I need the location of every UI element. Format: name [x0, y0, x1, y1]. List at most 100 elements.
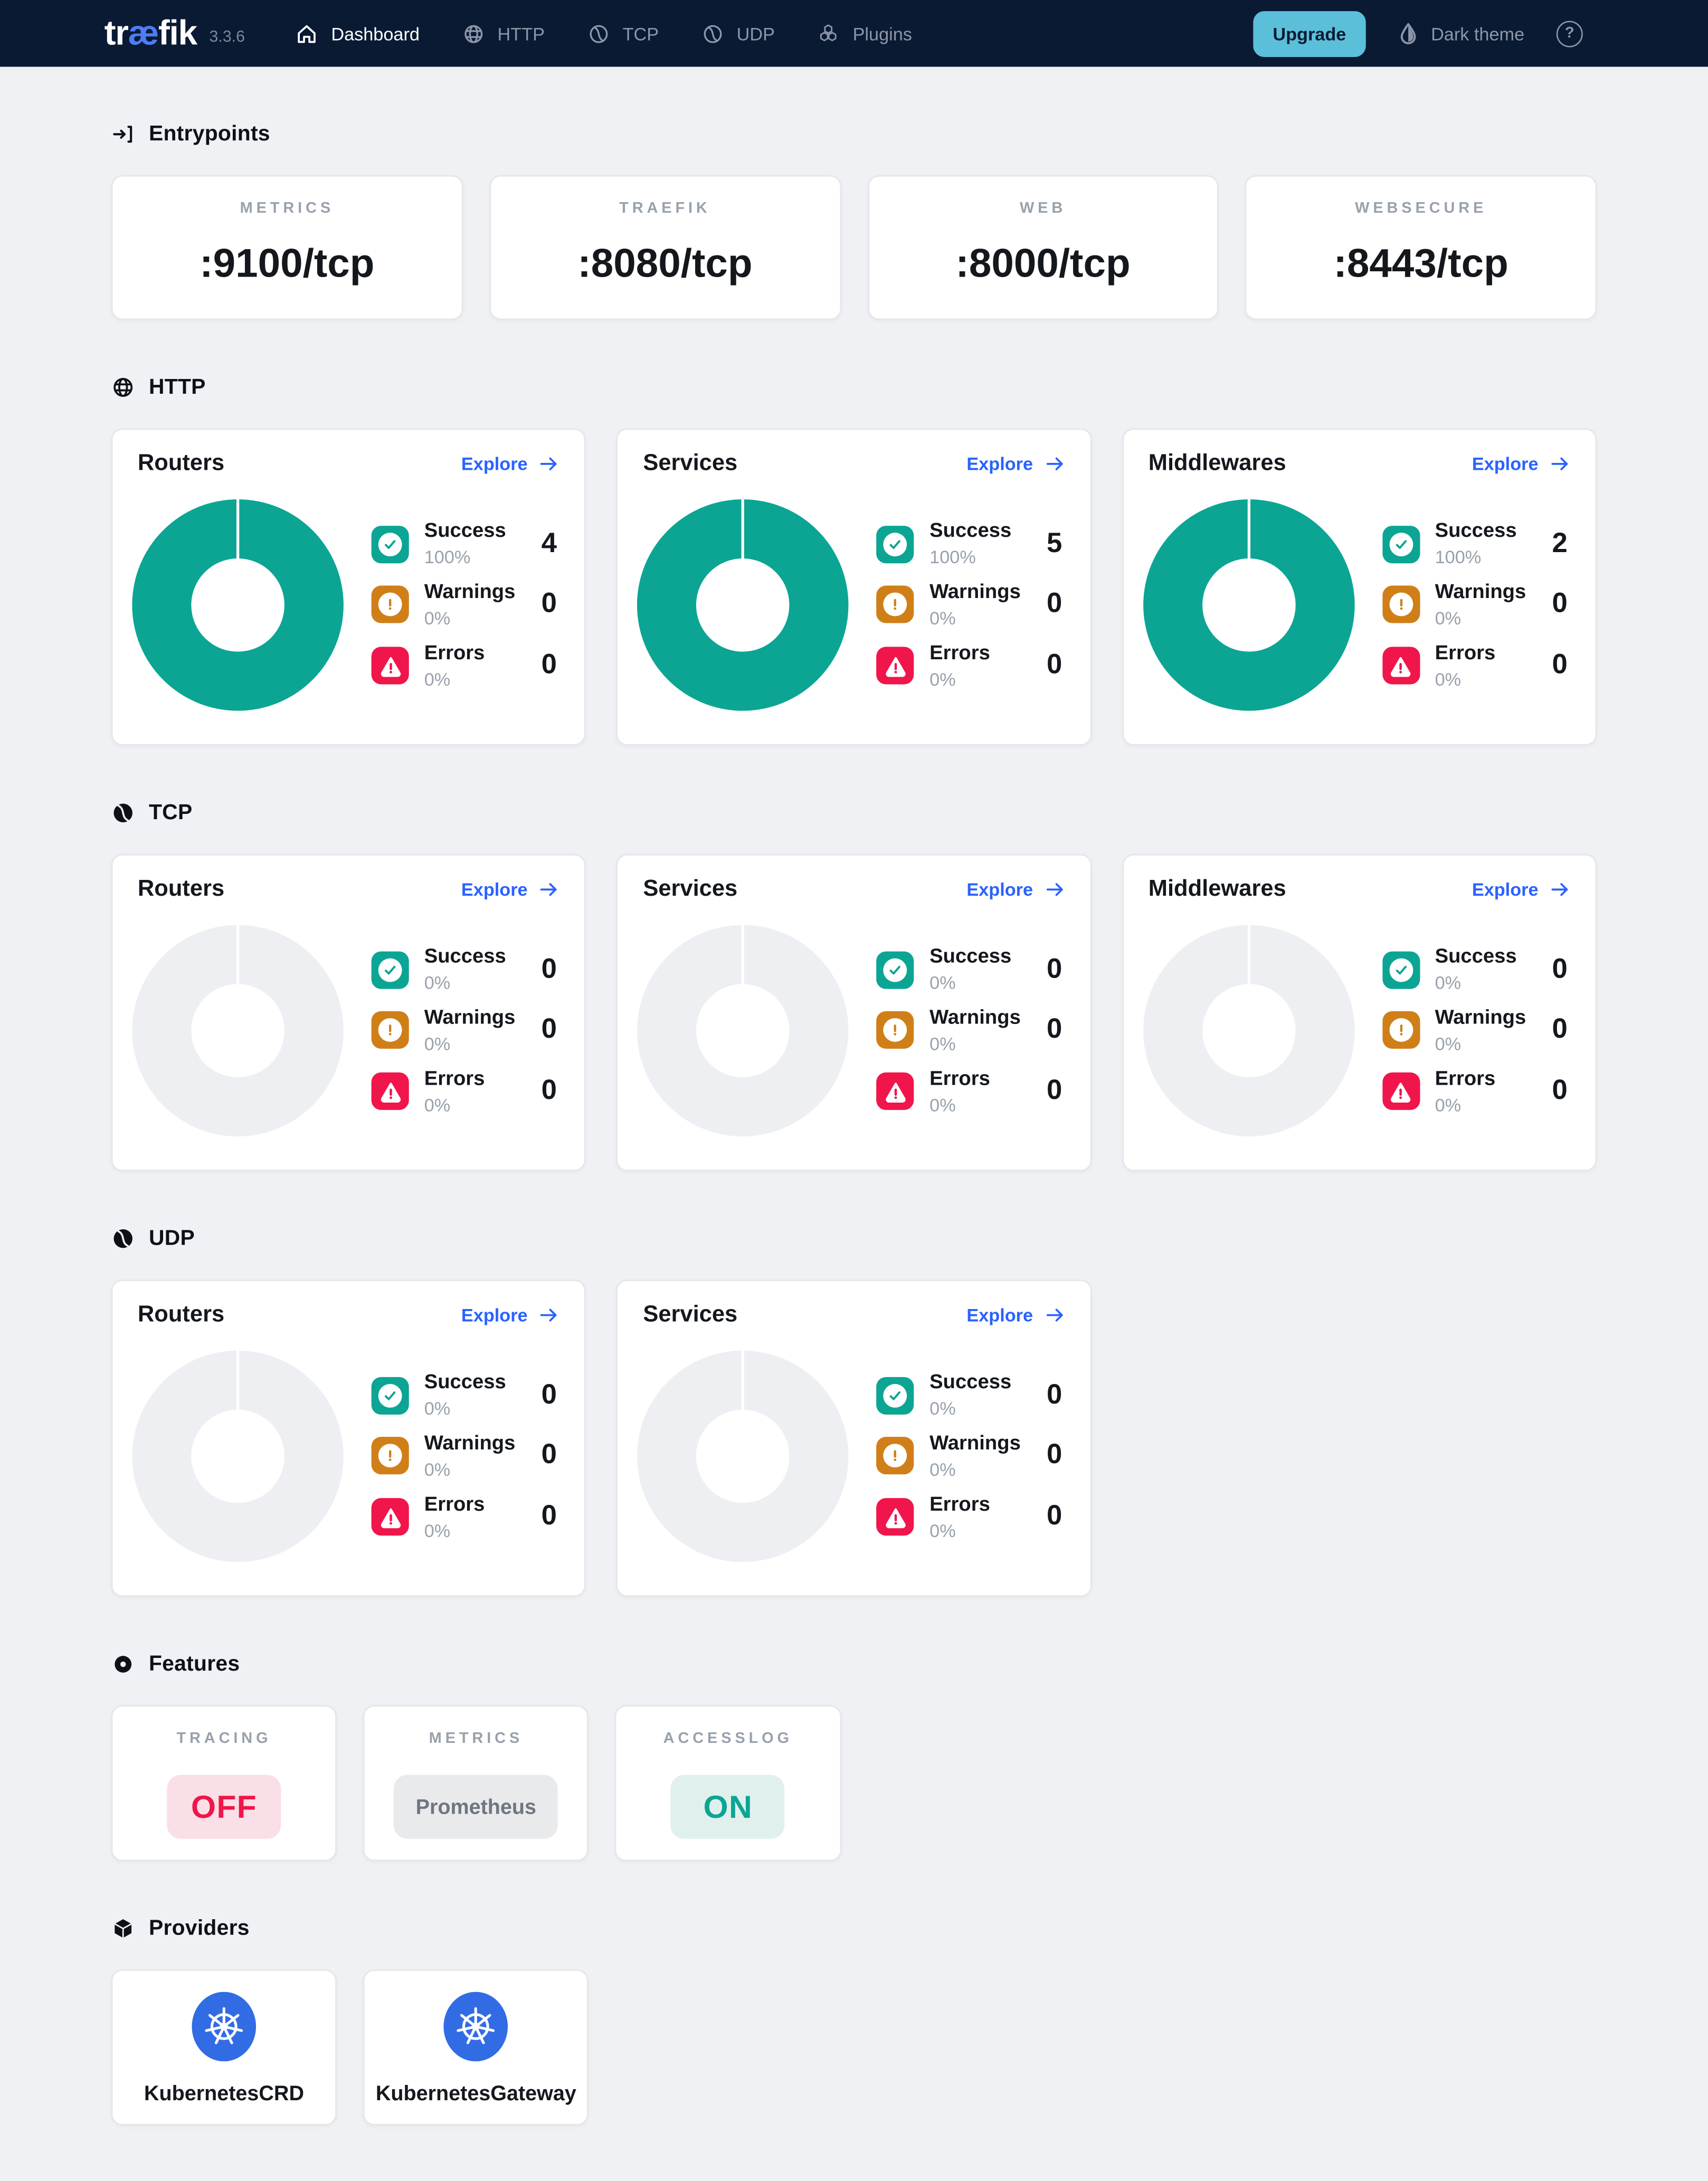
upgrade-button[interactable]: Upgrade: [1253, 10, 1366, 56]
arrow-right-icon: [1046, 1308, 1062, 1322]
globe-icon: [464, 24, 482, 43]
help-icon[interactable]: ?: [1556, 20, 1583, 47]
section-title: Entrypoints: [148, 121, 270, 146]
kubernetes-icon: [443, 1992, 509, 2062]
arrow-right-icon: [1046, 457, 1062, 470]
entrypoints-grid: METRICS :9100/tcp TRAEFIK :8080/tcp WEB …: [111, 175, 1597, 320]
arrow-right-icon: [540, 883, 557, 896]
entrypoint-port: :8443/tcp: [1333, 242, 1508, 287]
section-title: Features: [148, 1652, 240, 1676]
explore-label: Explore: [1472, 453, 1539, 475]
explore-link[interactable]: Explore: [461, 1303, 561, 1327]
legend-label: Errors: [424, 1493, 485, 1516]
legend-percent: 0%: [929, 608, 956, 629]
entrypoints-icon: [111, 122, 135, 146]
legend-percent: 0%: [424, 1398, 451, 1419]
version-label: 3.3.6: [209, 29, 245, 45]
legend-label: Success: [424, 946, 506, 969]
legend-value: 0: [541, 954, 557, 985]
stat-card-title: Services: [643, 1302, 738, 1327]
legend-label: Success: [1435, 520, 1517, 543]
legend-percent: 0%: [424, 1033, 451, 1055]
features-toggle-icon: [111, 1653, 135, 1676]
stat-card: Services Explore Success 0%: [616, 1279, 1092, 1597]
explore-link[interactable]: Explore: [461, 878, 561, 902]
explore-link[interactable]: Explore: [966, 452, 1066, 476]
features-grid: TRACING OFF METRICS Prometheus ACCESSLOG…: [111, 1705, 1597, 1861]
explore-link[interactable]: Explore: [1472, 878, 1572, 902]
legend-row-success: Success 0% 0: [371, 1372, 557, 1419]
nav-item[interactable]: UDP: [700, 22, 775, 45]
nav-item[interactable]: HTTP: [461, 22, 545, 45]
feature-card: ACCESSLOG ON: [615, 1705, 841, 1861]
legend-value: 0: [541, 1014, 557, 1046]
success-icon: [1382, 525, 1420, 563]
legend-percent: 0%: [929, 1398, 956, 1419]
nav-item[interactable]: TCP: [586, 22, 659, 45]
legend-row-errors: Errors 0% 0: [877, 642, 1062, 689]
donut-chart: [637, 925, 849, 1136]
nav-item-label: Plugins: [852, 23, 912, 44]
success-icon: [371, 951, 409, 989]
legend: Success 0% 0 Warnings 0% 0: [877, 946, 1062, 1115]
explore-link[interactable]: Explore: [966, 1303, 1066, 1327]
legend-row-warnings: Warnings 0% 0: [371, 1433, 557, 1480]
entrypoint-card: WEB :8000/tcp: [867, 175, 1219, 320]
legend-label: Success: [929, 946, 1012, 969]
arrow-right-icon: [1551, 457, 1568, 470]
explore-link[interactable]: Explore: [461, 452, 561, 476]
legend-row-success: Success 0% 0: [1382, 946, 1568, 993]
entrypoint-port: :8000/tcp: [955, 242, 1131, 287]
legend-value: 0: [1047, 1501, 1062, 1532]
legend-label: Success: [424, 1372, 506, 1395]
legend-value: 0: [1552, 589, 1568, 620]
main-content: Entrypoints METRICS :9100/tcp TRAEFIK :8…: [111, 122, 1597, 2177]
section-header-providers: Providers: [111, 1916, 1597, 1940]
legend-row-errors: Errors 0% 0: [877, 1068, 1062, 1115]
legend-row-errors: Errors 0% 0: [371, 642, 557, 689]
legend-percent: 0%: [1435, 972, 1462, 993]
stat-card: Middlewares Explore Success 100%: [1122, 428, 1597, 746]
stat-card: Routers Explore Success 0%: [111, 854, 586, 1171]
section-title: TCP: [148, 800, 193, 824]
legend-label: Success: [929, 1372, 1012, 1395]
legend-row-warnings: Warnings 0% 0: [1382, 582, 1568, 629]
legend-percent: 0%: [424, 1519, 451, 1541]
provider-name: KubernetesGateway: [375, 2082, 576, 2106]
warning-icon: [371, 1437, 409, 1475]
legend-label: Success: [929, 520, 1012, 543]
legend-percent: 0%: [424, 608, 451, 629]
traefik-logo[interactable]: tr æ fik: [104, 13, 198, 52]
explore-link[interactable]: Explore: [1472, 452, 1572, 476]
navbar-right: Upgrade Dark theme ?: [1253, 10, 1583, 56]
legend-row-warnings: Warnings 0% 0: [1382, 1007, 1568, 1054]
top-navbar: tr æ fik 3.3.6 Dashboard: [0, 0, 1708, 67]
legend-label: Errors: [929, 1493, 990, 1516]
feature-card: TRACING OFF: [111, 1705, 337, 1861]
donut-chart: [132, 499, 344, 711]
donut-chart: [637, 1350, 849, 1562]
legend-row-success: Success 100% 5: [877, 521, 1062, 568]
success-icon: [877, 1377, 915, 1415]
legend-percent: 0%: [929, 668, 956, 689]
stat-card-title: Routers: [137, 450, 225, 476]
legend-label: Errors: [1435, 642, 1496, 665]
entrypoint-port: :8080/tcp: [577, 242, 753, 287]
nav-item-label: TCP: [622, 23, 659, 44]
providers-grid: KubernetesCRD KubernetesGateway: [111, 1969, 1597, 2126]
entrypoint-port: :9100/tcp: [200, 242, 375, 287]
section-header-features: Features: [111, 1652, 1597, 1676]
explore-link[interactable]: Explore: [966, 878, 1066, 902]
legend-value: 0: [1552, 954, 1568, 985]
legend-value: 0: [541, 1075, 557, 1106]
stat-card-title: Middlewares: [1148, 876, 1286, 902]
section-header-tcp: TCP: [111, 801, 1597, 825]
nav-item[interactable]: Plugins: [817, 22, 912, 45]
theme-toggle[interactable]: Dark theme: [1398, 22, 1524, 45]
nav-item[interactable]: Dashboard: [295, 22, 420, 45]
legend-percent: 100%: [929, 547, 976, 568]
legend-percent: 0%: [1435, 1094, 1462, 1115]
http-cards-grid: Routers Explore Success 100%: [111, 428, 1597, 746]
legend-value: 0: [541, 589, 557, 620]
